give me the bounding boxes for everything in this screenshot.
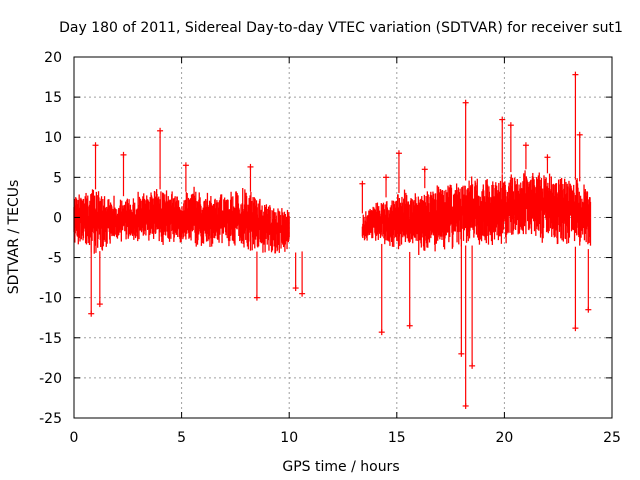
- chart-title: Day 180 of 2011, Sidereal Day-to-day VTE…: [59, 20, 623, 36]
- x-tick-label: 25: [603, 430, 621, 446]
- y-tick-label: 5: [53, 170, 62, 186]
- x-tick-label: 15: [388, 430, 406, 446]
- y-tick-label: 20: [44, 50, 62, 66]
- y-tick-label: 15: [44, 90, 62, 106]
- x-tick-label: 5: [177, 430, 186, 446]
- y-axis-label: SDTVAR / TECUs: [6, 180, 22, 295]
- x-tick-label: 0: [70, 430, 79, 446]
- y-tick-label: -10: [39, 291, 62, 307]
- x-tick-label: 10: [280, 430, 298, 446]
- x-tick-label: 20: [495, 430, 513, 446]
- y-tick-label: -25: [39, 411, 62, 427]
- y-tick-label: -5: [48, 251, 62, 267]
- y-tick-label: -20: [39, 371, 62, 387]
- plot-border: [73, 56, 613, 419]
- y-tick-label: 0: [53, 210, 62, 226]
- x-axis-label: GPS time / hours: [282, 459, 399, 475]
- y-tick-label: 10: [44, 130, 62, 146]
- data-series: [73, 71, 592, 409]
- plot-frame: [73, 56, 613, 419]
- axis-ticks: 0 5 10 15 20 25 -25 -20 -15 -10 -5 0 5 10 15 20: [39, 50, 621, 446]
- y-tick-label: -15: [39, 331, 62, 347]
